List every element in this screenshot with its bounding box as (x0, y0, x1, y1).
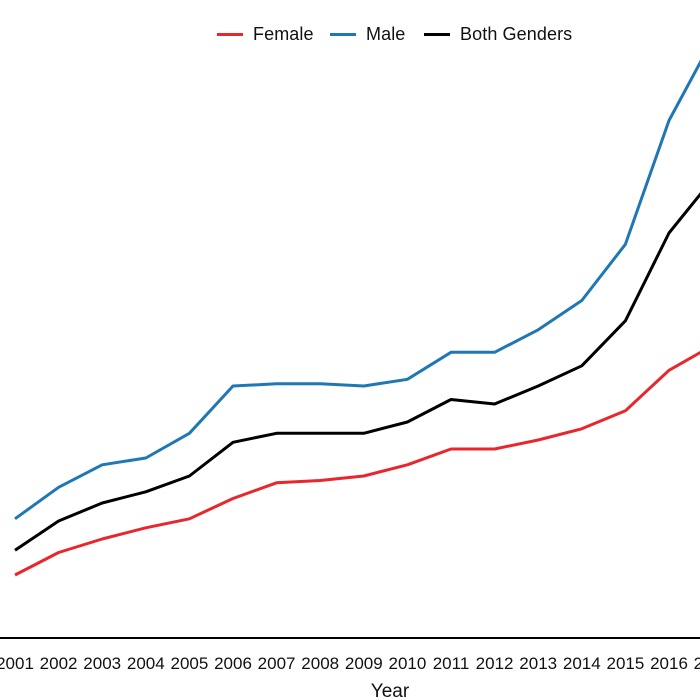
x-tick-label-2008: 2008 (301, 654, 339, 673)
x-tick-label-2010: 2010 (388, 654, 426, 673)
legend-label-both-genders: Both Genders (460, 23, 573, 44)
x-tick-label-2001: 2001 (0, 654, 34, 673)
x-tick-label-2002: 2002 (40, 654, 78, 673)
series-line-female (14, 350, 700, 577)
legend-swatch-male (330, 32, 356, 36)
x-tick-label-2004: 2004 (127, 654, 165, 673)
legend-item-male: Male (330, 20, 405, 48)
x-tick-label-2014: 2014 (563, 654, 601, 673)
x-tick-label-2015: 2015 (606, 654, 644, 673)
series-line-both-genders (14, 192, 700, 552)
x-axis-title: Year (371, 681, 410, 700)
legend-item-both-genders: Both Genders (424, 20, 572, 48)
legend-label-male: Male (366, 23, 406, 44)
x-tick-label-2005: 2005 (170, 654, 208, 673)
x-tick-label-2012: 2012 (476, 654, 514, 673)
legend-swatch-both-genders (424, 32, 450, 36)
x-tick-label-2013: 2013 (519, 654, 557, 673)
legend-label-female: Female (253, 23, 314, 44)
legend: Female Male Both Genders (0, 20, 700, 48)
x-tick-label-2011: 2011 (433, 654, 470, 673)
x-tick-label-2016: 2016 (650, 654, 688, 673)
x-tick-labels: 2001 2002 2003 2004 2005 2006 2007 2008 2009 2010… (0, 654, 700, 673)
x-tick-label-2017: 2017 (694, 654, 700, 673)
x-tick-label-2006: 2006 (214, 654, 252, 673)
legend-item-female: Female (217, 20, 314, 48)
x-tick-label-2007: 2007 (258, 654, 296, 673)
x-tick-label-2003: 2003 (83, 654, 121, 673)
legend-swatch-female (217, 32, 243, 36)
series-lines (14, 59, 700, 577)
x-tick-label-2009: 2009 (345, 654, 383, 673)
series-line-male (14, 59, 700, 521)
